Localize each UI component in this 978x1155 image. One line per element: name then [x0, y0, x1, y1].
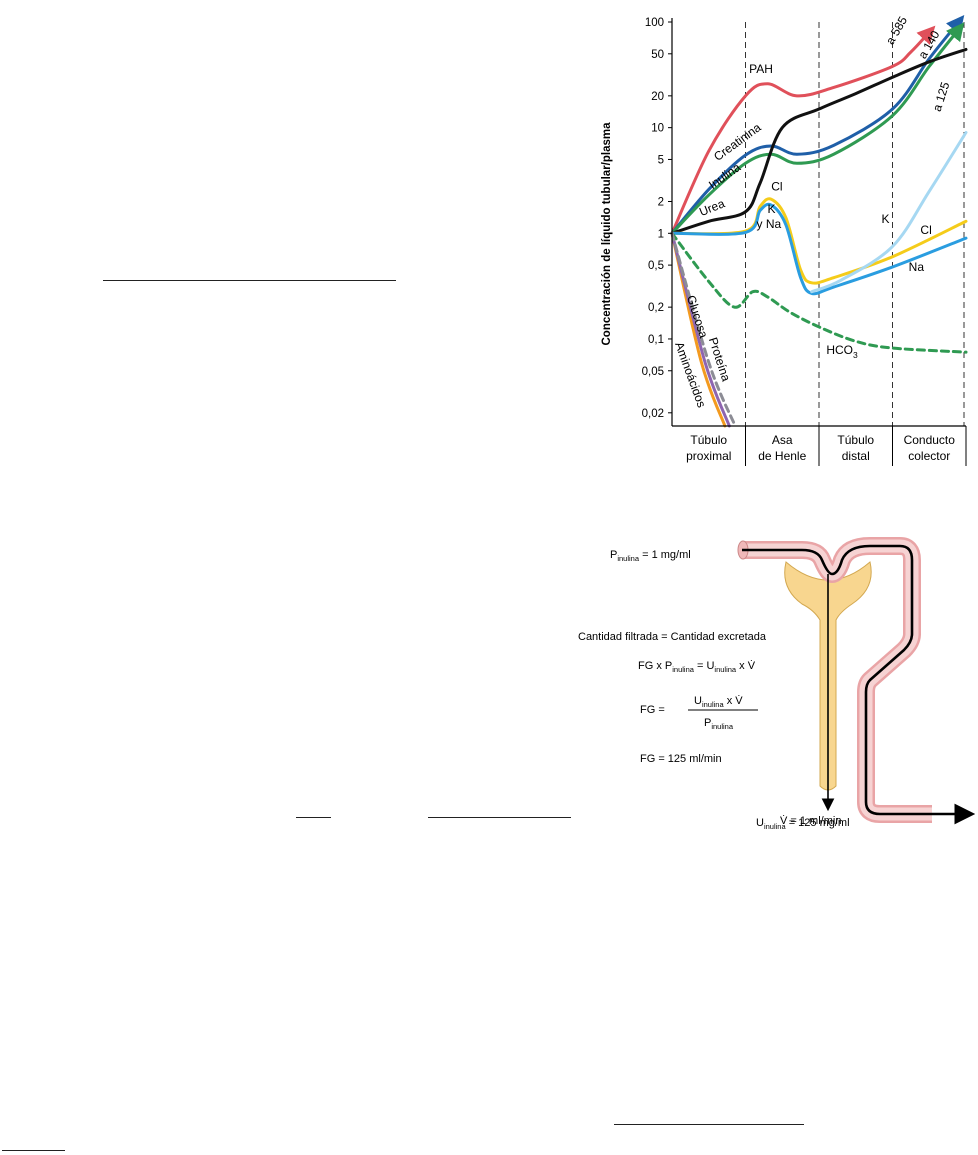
flow-rate-label: V̇ = 1 ml/min: [780, 814, 841, 827]
inulin-clearance-figure: Pinulina = 1 mg/ml Cantidad filtrada = C…: [570, 530, 978, 831]
y-tick-label: 5: [658, 154, 664, 166]
series-line: [670, 47, 968, 235]
series-label: Urea: [697, 196, 727, 219]
underline-1: [103, 280, 396, 281]
underline-4: [614, 1124, 804, 1125]
u-inulina-label: Uinulina = 125 mg/ml: [756, 817, 850, 830]
series-line: [670, 231, 737, 428]
series-line: [670, 22, 965, 235]
gfr-equation-2-num: Uinulina x V̇: [694, 694, 743, 709]
gfr-equation-2-den: Pinulina: [704, 717, 734, 731]
y-tick-label: 2: [658, 196, 664, 208]
underline-2: [296, 817, 331, 818]
series-label: Inulina: [706, 160, 743, 192]
gfr-result: FG = 125 ml/min: [640, 753, 722, 765]
series-label: Cl: [771, 179, 782, 193]
series-label: a 585: [883, 14, 910, 47]
y-tick-label: 0,5: [648, 260, 664, 272]
segment-label: Túbulo: [690, 433, 727, 447]
series-line: [810, 130, 968, 294]
segment-label: colector: [908, 449, 950, 463]
flow-line: [742, 544, 976, 825]
series-label: K: [768, 202, 776, 216]
y-tick-label: 0,02: [642, 408, 664, 420]
series-line: [670, 231, 968, 354]
segment-label: distal: [842, 449, 870, 463]
y-tick-label: 100: [645, 17, 664, 29]
y-tick-label: 20: [651, 91, 664, 103]
series-label: K: [881, 212, 889, 226]
series-label: HCO3: [826, 343, 858, 360]
series-line: [670, 25, 936, 235]
amount-equation: Cantidad filtrada = Cantidad excretada: [578, 631, 767, 643]
underline-5: [2, 1150, 65, 1151]
series-label: PAH: [749, 62, 773, 76]
underline-3: [428, 817, 571, 818]
series-label: Na: [909, 260, 925, 274]
segment-label: proximal: [686, 449, 731, 463]
series-line: [670, 14, 965, 235]
gfr-equation-1: FG x Pinulina = Uinulina x V̇: [638, 659, 756, 674]
series-label: y Na: [757, 217, 782, 231]
p-inulina-label: Pinulina = 1 mg/ml: [610, 549, 691, 563]
segment-label: Asa: [772, 433, 793, 447]
y-tick-label: 0,2: [648, 302, 664, 314]
y-axis-label: Concentración de líquido tubular/plasma: [601, 122, 613, 346]
y-tick-label: 1: [658, 228, 664, 240]
y-tick-label: 0,05: [642, 366, 664, 378]
series-label: Cl: [920, 223, 931, 237]
segment-label: de Henle: [758, 449, 806, 463]
y-tick-label: 10: [651, 123, 664, 135]
series-label: Aminoácidos: [672, 340, 709, 409]
y-tick-label: 0,1: [648, 334, 664, 346]
gfr-equation-2-lhs: FG =: [640, 704, 665, 716]
series-line: [670, 202, 968, 296]
series-label: a 125: [930, 80, 953, 113]
series-label: Glucosa: [684, 294, 711, 341]
y-tick-label: 50: [651, 49, 664, 61]
segment-label: Conducto: [904, 433, 956, 447]
segment-label: Túbulo: [837, 433, 874, 447]
